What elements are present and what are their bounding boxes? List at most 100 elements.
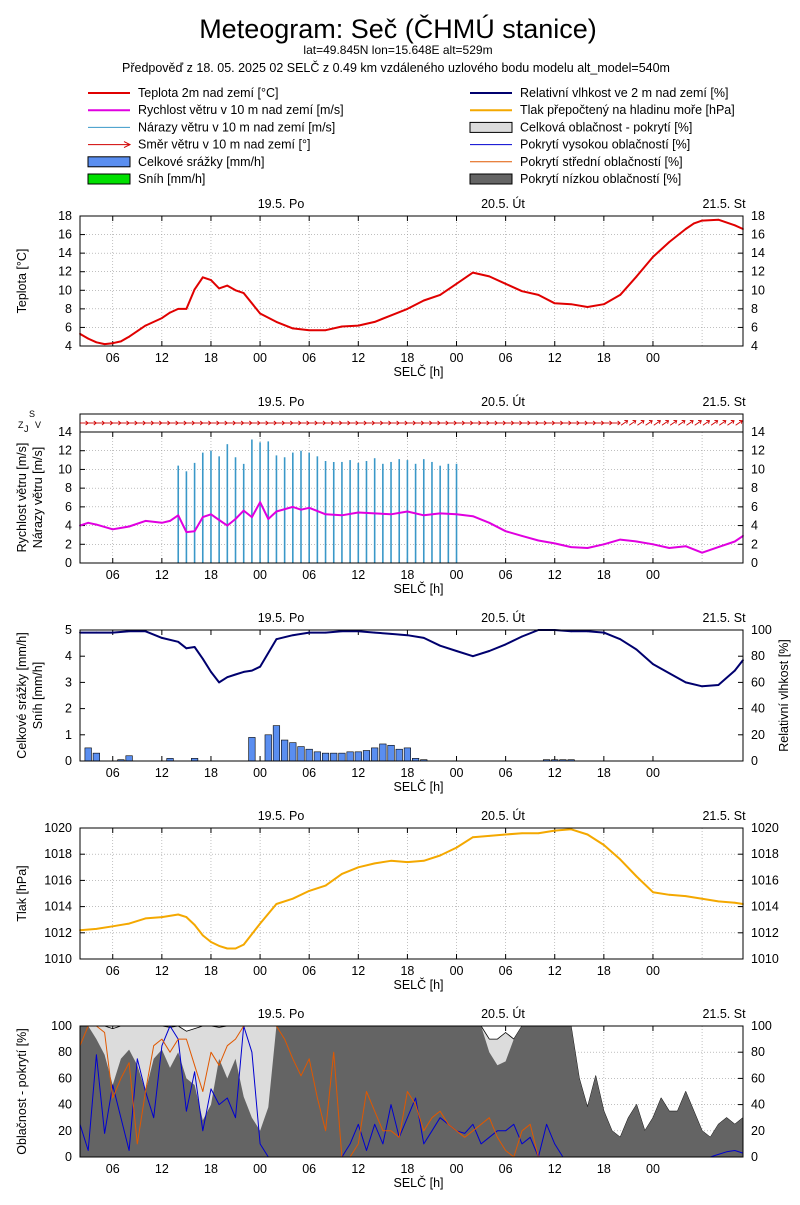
left-legend-4: Celkové srážky [mm/h] [87, 155, 264, 169]
wind-arrow-head [535, 420, 539, 426]
wind-arrow-head [281, 420, 286, 426]
wind-arrow [268, 420, 278, 426]
humidity-point [259, 665, 261, 668]
wind-speed-point [193, 530, 196, 533]
y-tick-label-right: 10 [751, 462, 765, 476]
plot-frame [79, 827, 744, 960]
wind-arrow-head [273, 420, 278, 426]
x-tick-label: 00 [253, 964, 267, 978]
wind-arrow-head [689, 420, 694, 424]
wind-arrow-shaft [735, 420, 743, 426]
x-tick-label: 18 [400, 964, 414, 978]
x-tick-label: 18 [400, 1162, 414, 1176]
y-tick-label: 14 [58, 425, 72, 439]
y-tick-label-right: 1014 [751, 900, 779, 914]
left-legend-4-swatch [87, 156, 131, 168]
wind-arrow [620, 420, 629, 426]
wind-arrow-head [617, 420, 621, 426]
pressure-point [373, 862, 376, 865]
wind-arrow-head [600, 420, 605, 426]
wind-arrow-head [673, 420, 678, 424]
pressure-point [586, 833, 589, 836]
wind-arrow-head [183, 420, 188, 426]
wind-arrow [129, 420, 138, 426]
wind-arrow [407, 420, 417, 426]
temperature-point [717, 218, 720, 221]
x-tick-label: 06 [499, 351, 513, 365]
pressure-point [234, 947, 237, 950]
day-label: 20.5. Út [481, 808, 525, 823]
y-tick-label: 2 [65, 702, 72, 716]
humidity-point [111, 631, 114, 634]
wind-speed-point [250, 516, 253, 519]
y-tick-label: 1018 [44, 847, 72, 861]
y-tick-label: 60 [58, 1071, 72, 1085]
wind-arrow-head [289, 420, 294, 426]
y-tick-label-right: 6 [751, 320, 758, 334]
left-legend-2: Nárazy větru v 10 m nad zemí [m/s] [88, 120, 335, 134]
wind-arrow-shaft [686, 420, 694, 426]
pressure-point [193, 924, 196, 926]
x-tick-label: 18 [597, 351, 611, 365]
wind-arrow [145, 420, 155, 426]
precip-bar [330, 752, 338, 762]
pressure-point [471, 836, 474, 839]
x-tick-label: 12 [155, 351, 169, 365]
y-tick-label: 6 [65, 500, 72, 514]
temperature-point [308, 329, 311, 332]
direction-label-j: J [24, 424, 29, 434]
x-axis-label: SELČ [h] [393, 779, 443, 794]
wind-arrow [415, 420, 425, 426]
temperature-point [120, 340, 122, 343]
wind-speed-point [570, 546, 573, 548]
pressure-line [79, 828, 744, 950]
wind-arrow-head [191, 420, 196, 426]
temperature-point [291, 327, 294, 330]
wind-speed-point [602, 543, 605, 546]
temperature-point [455, 282, 458, 285]
wind-speed-point [218, 519, 221, 521]
wind-speed-point [275, 510, 278, 513]
pressure-point [521, 832, 523, 835]
panel-2: 0 2 4 6 8 10 12 14 0 2 4 6 8 10 12 14 06 12 18 00 06 12 18 00 06… [15, 394, 765, 596]
y-axis-label: Tlak [hPa] [15, 865, 29, 921]
day-label: 20.5. Út [481, 394, 525, 409]
wind-arrow-head [730, 420, 735, 424]
temperature-point [471, 271, 474, 274]
x-tick-label: 06 [302, 1162, 316, 1176]
pressure-point [422, 859, 425, 862]
wind-arrow-shaft [645, 420, 653, 426]
wind-speed-point [586, 547, 589, 549]
wind-arrow [571, 420, 580, 426]
wind-arrow-head [714, 420, 719, 424]
pressure-point [177, 913, 180, 916]
temperature-point [193, 288, 196, 291]
wind-arrow-head [126, 420, 130, 426]
wind-arrow-shaft [620, 420, 628, 426]
y-tick-label: 5 [65, 623, 72, 637]
wind-arrow-head [118, 420, 122, 426]
x-tick-label: 12 [351, 351, 365, 365]
y-tick-label: 1012 [44, 926, 72, 940]
wind-arrow-head [486, 420, 490, 426]
wind-arrow [497, 420, 507, 426]
wind-speed-point [87, 521, 90, 524]
pressure-point [218, 945, 221, 947]
y-tick-label: 3 [65, 675, 72, 689]
wind-speed-point [111, 528, 114, 531]
station-coords: lat=49.845N lon=15.648E alt=529m [303, 43, 492, 57]
wind-arrow-head [355, 420, 359, 426]
wind-arrow [284, 420, 294, 426]
wind-arrow-head [478, 420, 482, 426]
pressure-point [537, 832, 540, 835]
y-tick-label: 12 [58, 444, 72, 458]
humidity-point [668, 672, 671, 675]
left-legend-3-label: Směr větru v 10 m nad zemí [°] [138, 138, 310, 152]
wind-arrow [579, 420, 589, 426]
temperature-point [553, 302, 556, 305]
wind-arrow-head [404, 420, 409, 426]
wind-arrow-head [609, 420, 613, 426]
x-tick-label: 00 [450, 964, 464, 978]
wind-speed-point [291, 505, 294, 508]
plot-frame [79, 431, 744, 564]
